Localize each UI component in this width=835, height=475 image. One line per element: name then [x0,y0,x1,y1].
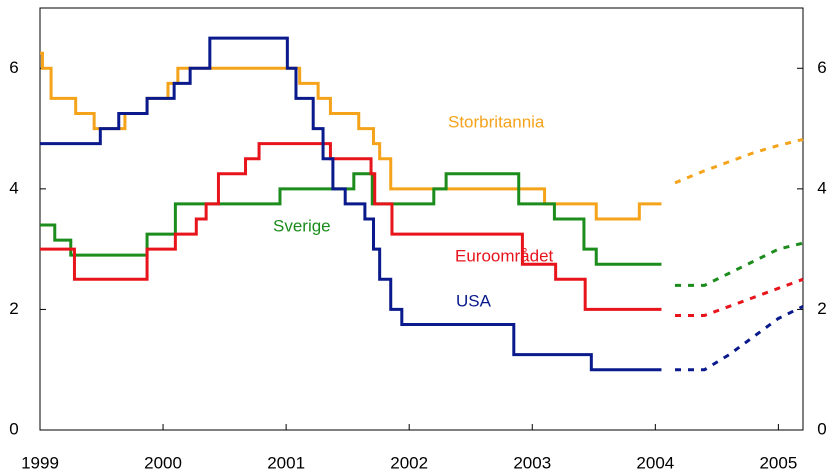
y2-tick-label: 4 [817,178,826,197]
rate-line [40,36,662,372]
rate-line [40,51,662,221]
series-label: Euroområdet [455,246,554,265]
x-tick-label: 1999 [21,453,59,472]
y-tick-label: 2 [9,299,18,318]
rate-line [40,142,662,311]
y-tick-label: 0 [9,419,18,438]
series-label: Sverige [273,216,331,235]
forecast-line [675,277,804,317]
x-tick-label: 2001 [267,453,305,472]
x-tick-label: 2003 [513,453,551,472]
y-tick-label: 4 [9,178,18,197]
series-label: Storbritannia [448,112,545,131]
forecast-line [674,137,804,185]
x-tick-label: 2000 [144,453,182,472]
series-label: USA [456,291,492,310]
plot-frame [39,7,804,431]
x-tick-label: 2004 [636,453,674,472]
forecast-line [675,241,804,287]
x-tick-label: 2005 [759,453,797,472]
rate-line [40,172,662,266]
forecast-line [675,305,804,372]
y2-tick-label: 2 [817,299,826,318]
y2-tick-label: 0 [817,419,826,438]
y2-tick-label: 6 [817,58,826,77]
y-tick-label: 6 [9,58,18,77]
x-tick-label: 2002 [390,453,428,472]
